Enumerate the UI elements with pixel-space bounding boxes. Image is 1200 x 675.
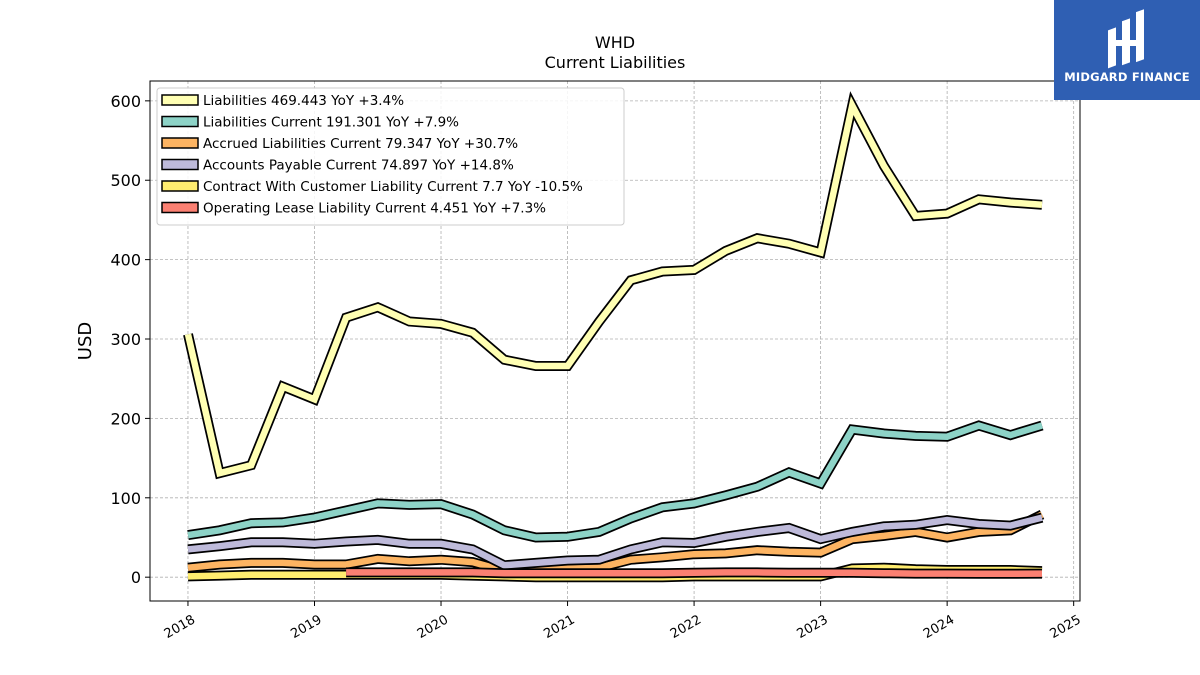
legend-swatch: [161, 180, 199, 192]
chart-title: WHD: [595, 33, 635, 52]
series-5: [346, 567, 1043, 579]
y-tick-label: 400: [110, 251, 141, 270]
series-line: [187, 422, 1043, 541]
legend-entry: Operating Lease Liability Current 4.451 …: [203, 201, 546, 217]
series-line: [346, 569, 1043, 578]
x-tick-label: 2019: [288, 612, 324, 642]
series-layer: [183, 91, 1045, 583]
legend-entry: Contract With Customer Liability Current…: [203, 179, 583, 195]
legend-swatch: [161, 94, 199, 106]
x-tick-label: 2020: [415, 612, 451, 642]
logo-text: MIDGARD FINANCE: [1064, 70, 1190, 84]
x-tick-label: 2023: [794, 612, 830, 642]
series-line: [187, 514, 1043, 569]
series-2: [187, 510, 1045, 576]
midgard-logo-icon: [1108, 9, 1144, 69]
y-tick-label: 200: [110, 409, 141, 428]
x-tick-label: 2025: [1048, 612, 1084, 642]
y-tick-label: 300: [110, 330, 141, 349]
legend: Liabilities 469.443 YoY +3.4% Liabilities…: [156, 87, 625, 226]
legend-swatch: [161, 137, 199, 149]
legend-box: [156, 87, 625, 226]
plot-frame: [149, 80, 1081, 602]
series-0: [183, 91, 1043, 480]
y-tick-label: 0: [131, 568, 141, 587]
legend-entry: Liabilities Current 191.301 YoY +7.9%: [203, 115, 459, 131]
legend-swatch: [161, 201, 199, 214]
y-axis-label: USD: [75, 322, 96, 360]
legend-swatch: [161, 158, 199, 171]
chart-subtitle: Current Liabilities: [545, 53, 686, 72]
x-tick-label: 2018: [162, 612, 198, 642]
y-tick-label: 500: [110, 171, 141, 190]
x-tick-label: 2022: [668, 612, 704, 642]
legend-swatch: [161, 115, 199, 128]
legend-entry: Accrued Liabilities Current 79.347 YoY +…: [203, 136, 518, 152]
x-tick-label: 2024: [921, 612, 957, 642]
midgard-logo: MIDGARD FINANCE: [1054, 0, 1200, 100]
series-1: [187, 420, 1044, 543]
x-tick-label: 2021: [541, 612, 577, 642]
series-line: [184, 96, 1043, 478]
series-3: [187, 512, 1044, 571]
series-line: [187, 511, 1044, 575]
legend-entry: Liabilities 469.443 YoY +3.4%: [203, 93, 404, 109]
y-tick-label: 600: [110, 92, 141, 111]
y-tick-label: 100: [110, 489, 141, 508]
legend-entry: Accounts Payable Current 74.897 YoY +14.…: [203, 158, 514, 174]
